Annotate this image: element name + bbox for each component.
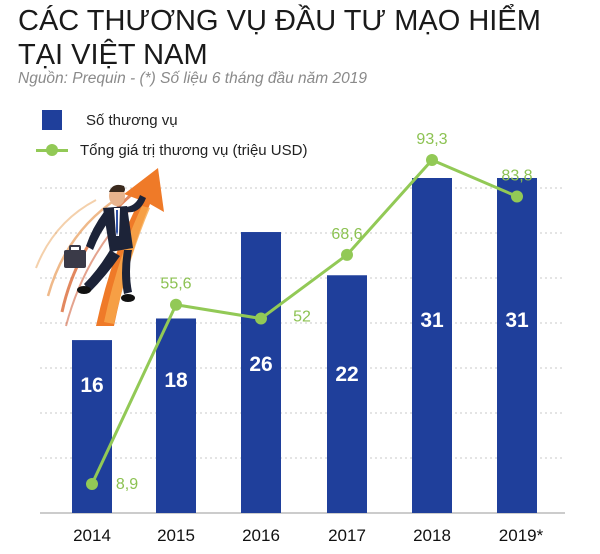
- legend-item-deals: Số thương vụ: [42, 110, 178, 130]
- bar-2018: [412, 178, 452, 513]
- bar-series: [72, 178, 537, 513]
- line-value-label: 55,6: [160, 276, 191, 293]
- line-point-2018: [426, 154, 438, 166]
- line-series: [86, 154, 523, 490]
- line-point-2016: [255, 312, 267, 325]
- businessman-rocket-illustration: [35, 168, 164, 327]
- chart-title: CÁC THƯƠNG VỤ ĐẦU TƯ MẠO HIỂM TẠI VIỆT N…: [18, 5, 541, 71]
- legend-swatch-bar: [42, 110, 62, 130]
- bar-value-labels: 16 18 26 22 31 31: [80, 309, 529, 397]
- x-tick-label: 2016: [242, 526, 280, 545]
- legend-item-value: Tổng giá trị thương vụ (triệu USD): [36, 140, 308, 160]
- gridlines: [40, 187, 565, 514]
- line-point-2015: [170, 298, 182, 311]
- line-point-2014: [86, 478, 98, 490]
- x-tick-label: 2017: [328, 526, 366, 545]
- x-tick-label: 2015: [157, 526, 195, 545]
- chart-source-note: Nguồn: Prequin - (*) Số liệu 6 tháng đầu…: [18, 70, 367, 87]
- line-value-label: 68,6: [331, 226, 362, 243]
- bar-value-label: 18: [164, 369, 188, 392]
- bar-2015: [156, 318, 196, 513]
- line-point-2017: [341, 248, 353, 261]
- line-value-label: 93,3: [416, 131, 447, 148]
- x-axis: 2014 2015 2016 2017 2018 2019*: [73, 526, 544, 545]
- bar-value-label: 22: [335, 363, 358, 386]
- bar-value-label: 16: [80, 374, 103, 397]
- value-line: [90, 158, 518, 485]
- bar-value-label: 31: [505, 309, 529, 332]
- bar-2017: [327, 275, 367, 513]
- x-tick-label: 2018: [413, 526, 451, 545]
- bar-2016: [241, 232, 281, 513]
- bar-value-label: 31: [420, 309, 444, 332]
- x-tick-label: 2019*: [499, 526, 544, 545]
- x-tick-label: 2014: [73, 526, 111, 545]
- legend-label-value: Tổng giá trị thương vụ (triệu USD): [80, 141, 308, 159]
- line-value-labels: 8,9 55,6 52 68,6 93,3 83,8: [116, 131, 533, 493]
- line-value-label: 52: [293, 309, 311, 326]
- line-value-label: 83,8: [501, 167, 532, 184]
- bar-2019*: [497, 178, 537, 513]
- line-point-2019*: [511, 190, 523, 203]
- legend-label-deals: Số thương vụ: [86, 111, 178, 129]
- line-value-label: 8,9: [116, 476, 138, 493]
- bar-value-label: 26: [249, 353, 272, 376]
- legend-swatch-line: [36, 140, 68, 160]
